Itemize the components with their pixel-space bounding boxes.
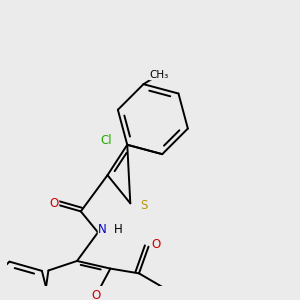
Text: O: O [50,197,59,210]
Text: N: N [98,223,107,236]
Text: S: S [140,199,147,212]
Text: H: H [114,223,122,236]
Text: O: O [152,238,161,251]
Text: CH₃: CH₃ [149,70,168,80]
Text: Cl: Cl [100,134,112,146]
Text: O: O [92,289,101,300]
